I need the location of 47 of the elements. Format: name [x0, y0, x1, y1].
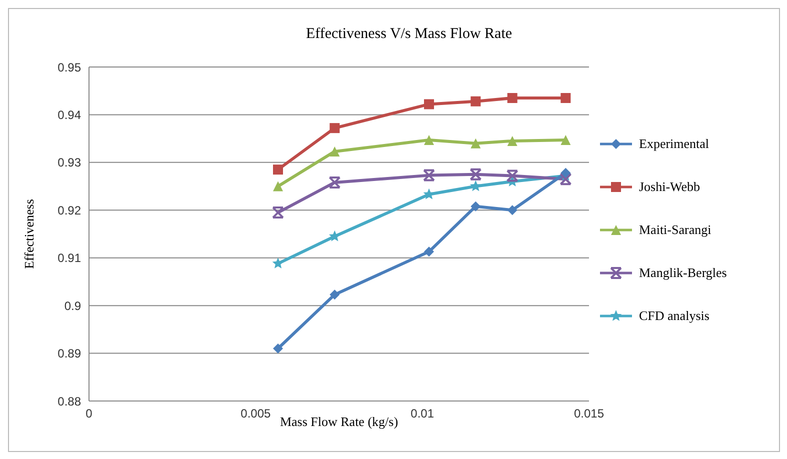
point — [470, 201, 481, 212]
x-axis-title: Mass Flow Rate (kg/s) — [280, 414, 398, 430]
point — [328, 176, 341, 188]
y-tick-label: 0.9 — [64, 298, 82, 313]
point — [470, 96, 481, 106]
point — [330, 146, 340, 156]
point — [507, 205, 518, 216]
point — [506, 170, 518, 182]
y-tick-label: 0.93 — [58, 156, 82, 170]
y-tick-label: 0.89 — [58, 346, 82, 361]
legend-label: Joshi-Webb — [639, 179, 700, 195]
y-tick-label: 0.95 — [58, 60, 82, 74]
x-tick-label: 0.005 — [240, 406, 272, 421]
legend-label: CFD analysis — [639, 308, 710, 324]
legend-label: Experimental — [639, 136, 710, 152]
chart-title: Effectiveness V/s Mass Flow Rate — [304, 26, 514, 43]
point — [560, 93, 571, 104]
x-tick-label: 0.01 — [410, 406, 434, 421]
point — [470, 180, 482, 192]
point — [424, 246, 434, 257]
y-tick-label: 0.88 — [58, 394, 82, 408]
point — [273, 344, 283, 354]
point — [470, 168, 482, 180]
point — [273, 164, 283, 175]
point — [424, 99, 434, 110]
point — [330, 290, 340, 300]
legend-label: Manglik-Bergles — [639, 265, 727, 281]
point — [423, 169, 435, 182]
point — [507, 93, 518, 104]
x-tick-label: 0.015 — [574, 406, 604, 421]
point — [507, 136, 518, 146]
point — [560, 173, 572, 186]
point — [272, 206, 284, 219]
y-tick-label: 0.91 — [58, 251, 82, 266]
point — [273, 181, 283, 192]
legend-label: Maiti-Sarangi — [639, 222, 712, 238]
y-tick-label: 0.92 — [58, 203, 82, 218]
x-tick-label: 0 — [86, 406, 93, 421]
y-axis-title: Effectiveness — [22, 199, 37, 269]
point — [423, 188, 435, 200]
point — [470, 138, 481, 148]
point — [424, 135, 434, 146]
point — [560, 135, 571, 146]
point — [560, 168, 571, 178]
point — [330, 123, 340, 134]
point — [272, 258, 284, 268]
y-tick-label: 0.94 — [58, 108, 82, 122]
